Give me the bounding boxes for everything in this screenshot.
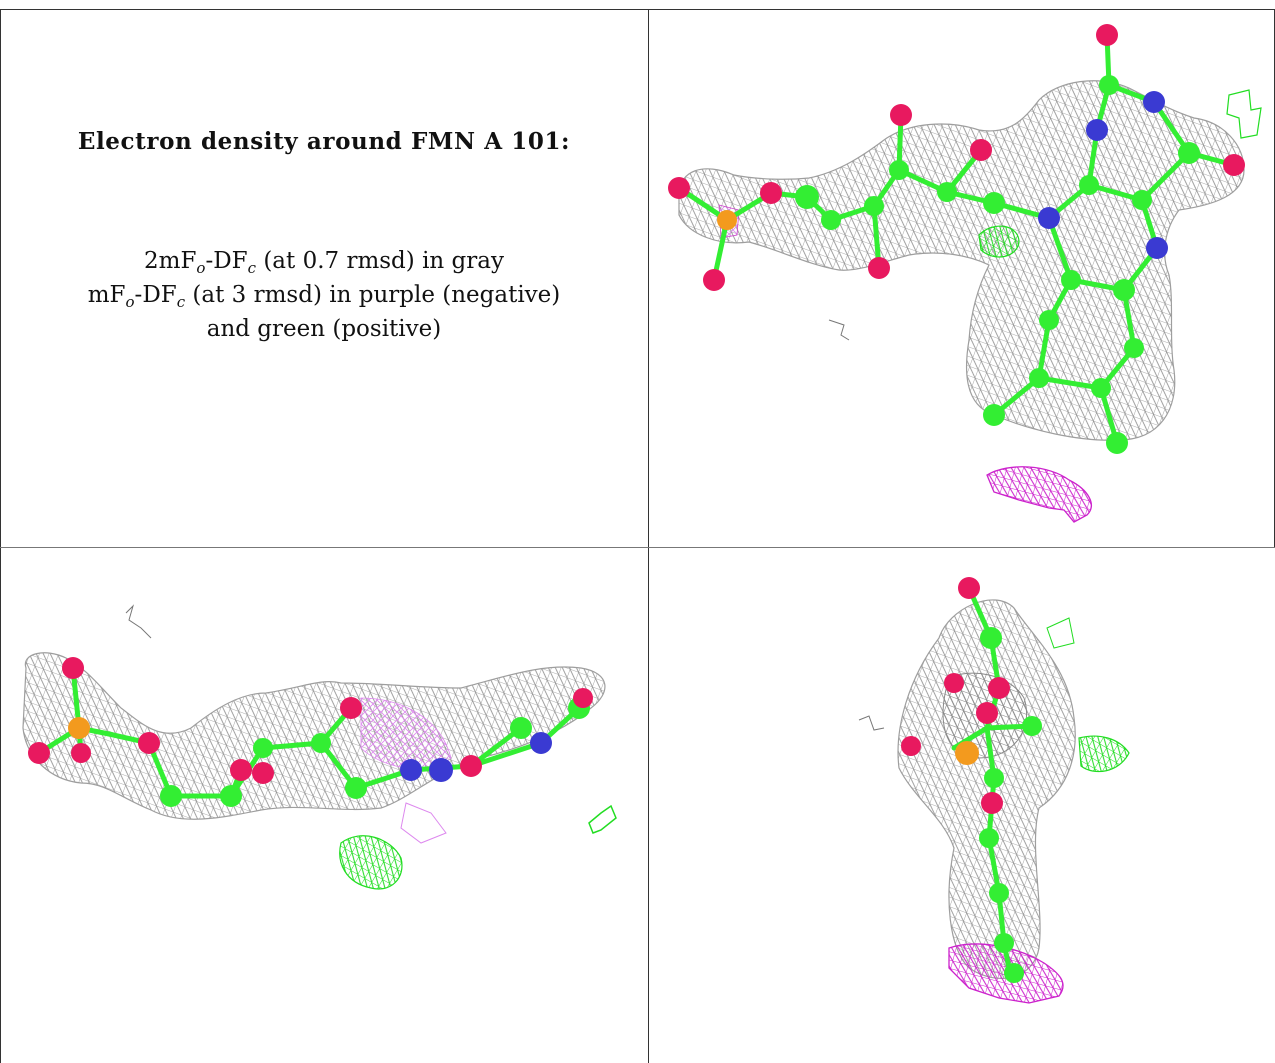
- density-view-bottom-right: [649, 548, 1274, 1063]
- legend-line-fofc: mFo-DFc (at 3 rmsd) in purple (negative): [87, 282, 561, 311]
- molecule-render-1: [668, 24, 1262, 523]
- molecule-render-2: [22, 604, 617, 890]
- legend-line-2fofc: 2mFo-DFc (at 0.7 rmsd) in gray: [144, 248, 504, 277]
- density-view-bottom-left: [1, 548, 648, 1063]
- atoms-view-1: [668, 24, 1245, 454]
- molecule-render-3: [858, 577, 1130, 1004]
- center-divider: [648, 9, 649, 1063]
- density-view-top-right: [649, 10, 1274, 547]
- legend-line-colors: and green (positive): [206, 316, 442, 342]
- middle-divider: [0, 547, 1275, 548]
- top-border: [0, 9, 1275, 10]
- atoms-view-2: [28, 657, 593, 807]
- legend-text: 2mFo-DFc (at 0.7 rmsd) in gray mFo-DFc (…: [0, 244, 648, 346]
- atoms-view-3: [901, 577, 1042, 983]
- figure-title: Electron density around FMN A 101:: [77, 128, 571, 155]
- caption-cell: Electron density around FMN A 101: 2mFo-…: [0, 0, 648, 547]
- left-border: [0, 9, 1, 1063]
